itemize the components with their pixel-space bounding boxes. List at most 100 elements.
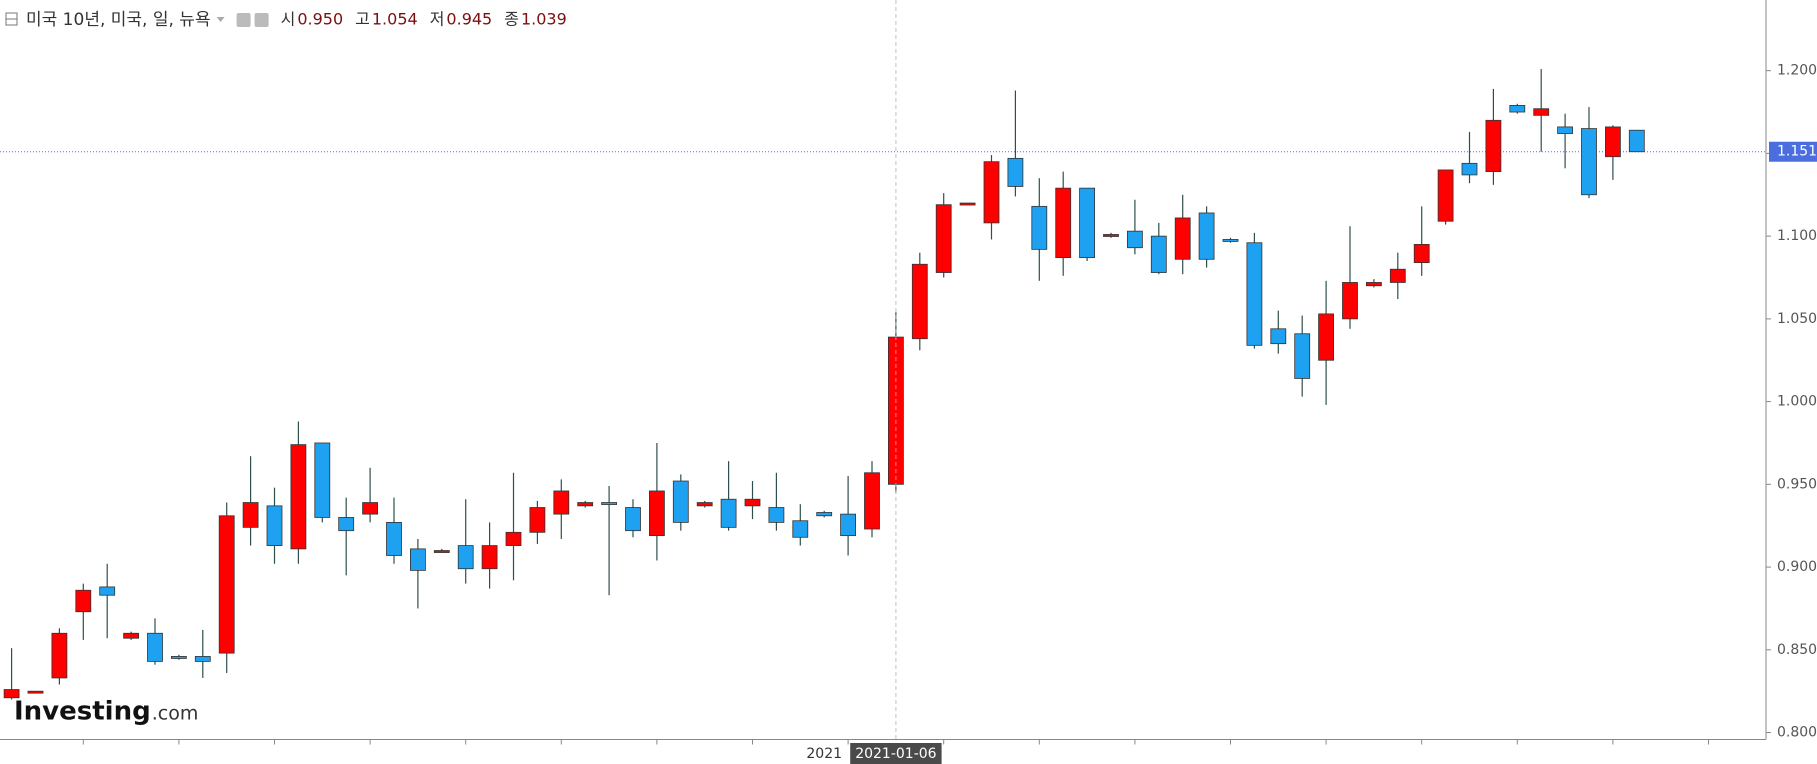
candle-body bbox=[1150, 235, 1167, 273]
candle-body bbox=[1079, 187, 1095, 259]
candle-body bbox=[553, 490, 570, 515]
candle-body bbox=[577, 502, 594, 507]
candle-body bbox=[386, 521, 402, 556]
legend-label: 시 bbox=[281, 10, 296, 29]
candle-body bbox=[362, 502, 379, 515]
candle-body bbox=[457, 545, 474, 570]
price-label-bg bbox=[1769, 141, 1817, 162]
crosshair-label: 2021-01-06 bbox=[850, 743, 942, 764]
y-tick-label: 0.800 bbox=[1777, 725, 1817, 741]
candle-body bbox=[3, 689, 20, 699]
candle-body bbox=[1270, 328, 1287, 345]
candle-body bbox=[1509, 105, 1526, 113]
candle-body bbox=[218, 515, 235, 654]
candle-body bbox=[792, 520, 809, 538]
settings-icon bbox=[236, 13, 251, 27]
candle-body bbox=[481, 545, 498, 570]
candle-body bbox=[816, 512, 833, 517]
candle-body bbox=[1557, 126, 1573, 134]
candle-body bbox=[1031, 205, 1048, 250]
candle-body bbox=[1174, 217, 1191, 260]
candle-body bbox=[601, 502, 617, 505]
candle-body bbox=[338, 517, 355, 532]
candle-body bbox=[1605, 126, 1621, 158]
candle-body bbox=[1127, 230, 1143, 249]
candle-body bbox=[433, 550, 450, 553]
candle-body bbox=[27, 690, 44, 694]
candle-body bbox=[696, 502, 713, 507]
candle-body bbox=[123, 632, 139, 639]
y-tick-label: 1.050 bbox=[1777, 311, 1817, 327]
crosshair-label-bg bbox=[850, 743, 942, 764]
candle-body bbox=[959, 202, 976, 206]
candle-body bbox=[1461, 162, 1478, 176]
candle-body bbox=[242, 502, 259, 528]
dropdown-arrow bbox=[216, 17, 225, 22]
candle-body bbox=[744, 498, 761, 507]
candle-body bbox=[75, 589, 92, 613]
candle-body bbox=[864, 472, 880, 530]
candle-body bbox=[1533, 108, 1550, 116]
candle-body bbox=[290, 444, 307, 550]
candle-body bbox=[147, 632, 163, 662]
legend-label: 종 bbox=[504, 10, 519, 29]
candle-body bbox=[1628, 129, 1645, 153]
y-tick-label: 1.200 bbox=[1777, 63, 1817, 79]
settings-icon bbox=[254, 13, 269, 27]
watermark: Investing .com bbox=[14, 697, 198, 727]
candle-body bbox=[840, 513, 856, 537]
candle-body bbox=[314, 442, 331, 518]
legend-value: 0.950 bbox=[297, 10, 343, 29]
y-tick-label: 0.950 bbox=[1777, 476, 1817, 492]
candle-body bbox=[170, 656, 187, 659]
candle-body bbox=[1007, 157, 1024, 187]
candle-body bbox=[1437, 169, 1454, 222]
candle-body bbox=[649, 490, 665, 537]
candle-body bbox=[768, 507, 785, 523]
candle-body bbox=[1222, 239, 1239, 242]
candle-body bbox=[51, 632, 68, 679]
candle-body bbox=[1342, 282, 1358, 320]
legend-value: 1.039 bbox=[521, 10, 567, 29]
y-tick-label: 0.900 bbox=[1777, 559, 1817, 575]
candle-body bbox=[505, 531, 522, 546]
candle-body bbox=[935, 204, 952, 273]
candle-body bbox=[409, 548, 426, 571]
candle-body bbox=[1389, 268, 1406, 283]
candle-body bbox=[194, 656, 211, 662]
legend-title: 미국 10년, 미국, 일, 뉴욕 bbox=[26, 10, 211, 30]
candle-body bbox=[529, 507, 546, 533]
candle-body bbox=[1294, 333, 1311, 379]
price-label: 1.151 bbox=[1777, 144, 1817, 160]
candle-body bbox=[1103, 234, 1119, 237]
legend-value: 0.945 bbox=[446, 10, 492, 29]
candle-body bbox=[720, 498, 737, 528]
candle-body bbox=[1246, 242, 1263, 346]
candle-body bbox=[1413, 244, 1430, 264]
watermark-brand: Investing bbox=[14, 697, 151, 727]
candle-body bbox=[1318, 313, 1334, 361]
y-tick-label: 1.100 bbox=[1777, 228, 1817, 244]
candle-body bbox=[1581, 128, 1597, 196]
candle-body bbox=[266, 505, 283, 546]
candle-body bbox=[1366, 282, 1382, 287]
candle-body bbox=[672, 480, 689, 523]
watermark-suffix: .com bbox=[152, 703, 199, 725]
candle-body bbox=[1485, 119, 1502, 172]
x-tick-label: 2021 bbox=[806, 746, 842, 762]
legend-value: 1.054 bbox=[372, 10, 418, 29]
legend-label: 저 bbox=[430, 10, 445, 29]
candle-body bbox=[625, 507, 641, 532]
candle-body bbox=[1055, 187, 1072, 259]
legend-label: 고 bbox=[355, 10, 370, 29]
y-tick-label: 1.000 bbox=[1777, 394, 1817, 410]
candle-body bbox=[99, 586, 116, 596]
x-tick-label: 2021-01-06 bbox=[855, 746, 936, 762]
candle-body bbox=[911, 263, 928, 340]
candle-body bbox=[1198, 212, 1215, 260]
candle-body bbox=[983, 161, 1000, 224]
header: 미국 10년, 미국, 일, 뉴욕 bbox=[5, 10, 211, 30]
y-tick-label: 0.850 bbox=[1777, 642, 1817, 658]
